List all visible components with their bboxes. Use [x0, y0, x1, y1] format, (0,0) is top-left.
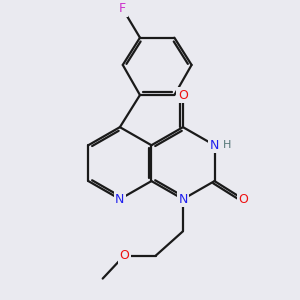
Text: N: N [115, 193, 124, 206]
Text: F: F [119, 2, 126, 16]
Text: N: N [210, 139, 219, 152]
Text: O: O [119, 249, 129, 262]
Text: N: N [178, 193, 188, 206]
Text: O: O [238, 193, 248, 206]
Text: H: H [223, 140, 232, 150]
Text: O: O [178, 88, 188, 101]
